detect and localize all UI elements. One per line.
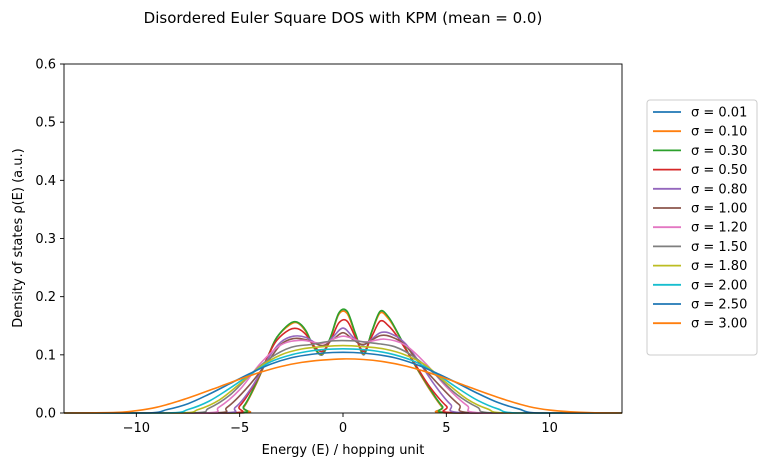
plot-frame [63,63,623,414]
y-tick-label: 0.0 [35,407,56,422]
y-axis-label: Density of states ρ(E) (a.u.) [11,148,26,327]
series-line-4 [63,327,622,414]
series-line-2 [63,308,622,414]
legend-label: σ = 0.01 [691,106,747,121]
legend-label: σ = 3.00 [691,317,747,332]
plot-area [63,63,623,414]
legend-label: σ = 2.00 [691,278,747,293]
series-line-3 [63,318,622,414]
x-tick-label: −10 [123,421,150,436]
y-tick-label: 0.6 [35,58,56,73]
x-axis-label: Energy (E) / hopping unit [262,443,425,458]
series-lines [63,308,623,414]
y-axis: 0.0 0.1 0.2 0.3 0.4 0.5 0.6 [35,58,64,422]
legend-label: σ = 1.80 [691,259,747,274]
y-tick-label: 0.4 [35,174,56,189]
y-tick-label: 0.5 [35,116,56,131]
legend-label: σ = 0.50 [691,163,747,178]
legend-label: σ = 0.30 [691,144,747,159]
legend-frame [646,99,758,356]
legend-label: σ = 1.20 [691,221,747,236]
x-tick-label: 10 [541,421,558,436]
x-tick-label: 0 [339,421,347,436]
legend-label: σ = 0.10 [691,125,747,140]
series-line-8 [63,344,622,414]
y-tick-label: 0.2 [35,290,56,305]
series-line-0 [63,309,622,414]
series-line-9 [63,348,622,414]
chart-title: Disordered Euler Square DOS with KPM (me… [144,9,543,27]
x-axis: −10 −5 0 5 10 [123,413,558,436]
legend: σ = 0.01 σ = 0.10 σ = 0.30 σ = 0.50 σ = 0.80… [646,99,758,356]
y-tick-label: 0.3 [35,232,56,247]
x-tick-label: 5 [442,421,450,436]
series-line-5 [63,331,622,414]
series-line-7 [63,339,622,414]
legend-items: σ = 0.01 σ = 0.10 σ = 0.30 σ = 0.50 σ = 0.80… [653,106,747,332]
x-tick-label: −5 [230,421,249,436]
legend-label: σ = 1.50 [691,240,747,255]
legend-label: σ = 2.50 [691,298,747,313]
y-tick-label: 0.1 [35,348,56,363]
series-line-6 [63,335,622,414]
series-line-11 [63,358,623,414]
series-line-10 [63,351,622,414]
series-line-1 [63,310,622,414]
legend-label: σ = 1.00 [691,202,747,217]
legend-label: σ = 0.80 [691,182,747,197]
